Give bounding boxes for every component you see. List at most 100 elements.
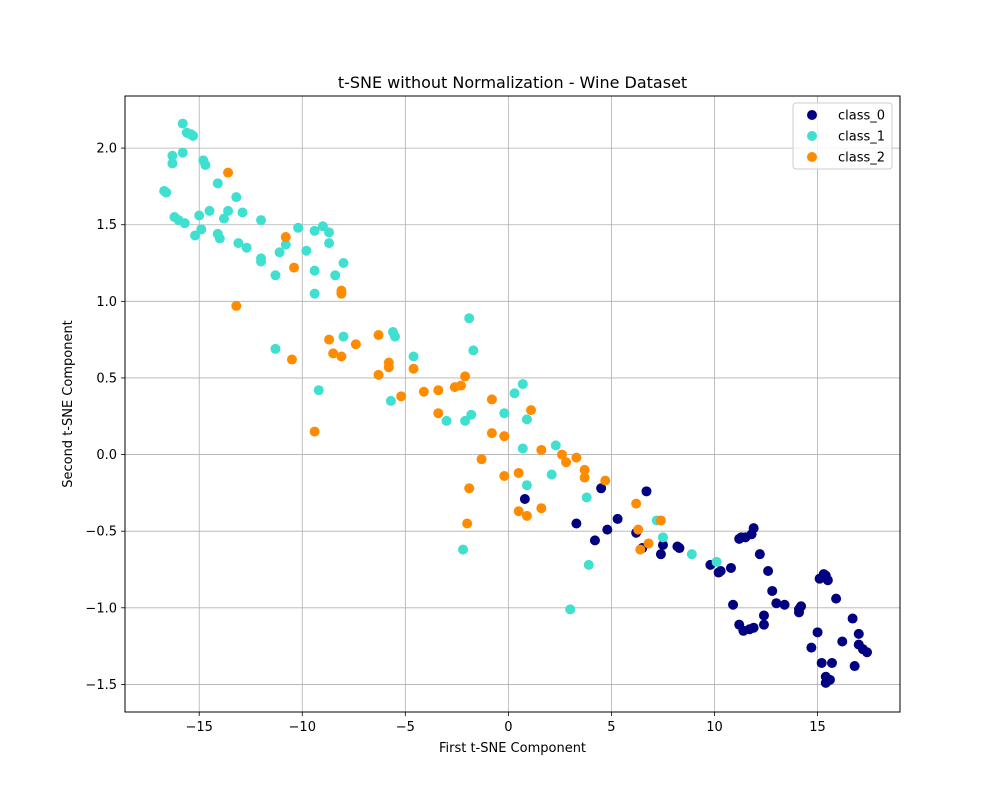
data-point — [816, 657, 827, 668]
legend-marker — [807, 110, 817, 120]
data-point — [763, 566, 774, 577]
plot-frame — [124, 95, 901, 713]
data-point — [293, 222, 304, 233]
y-axis-ticks: −1.5 −1.0 −0.5 0.0 0.5 1.0 1.5 2.0 — [85, 142, 125, 693]
data-point — [758, 619, 769, 630]
data-point — [579, 472, 590, 483]
data-point — [336, 351, 347, 362]
data-point — [200, 159, 211, 170]
y-tick-label: −1.5 — [85, 678, 117, 693]
data-point — [458, 544, 469, 555]
x-tick-label: 15 — [809, 720, 826, 735]
data-point — [350, 339, 361, 350]
data-point — [309, 426, 320, 437]
chart-title: t-SNE without Normalization - Wine Datas… — [338, 73, 687, 92]
y-tick-label: 0.0 — [96, 448, 117, 463]
data-point — [280, 231, 291, 242]
data-point — [686, 549, 697, 560]
data-point — [643, 538, 654, 549]
legend: class_0 class_1 class_2 — [792, 102, 893, 170]
data-point — [779, 599, 790, 610]
data-point — [583, 559, 594, 570]
data-point — [561, 457, 572, 468]
data-point — [408, 351, 419, 362]
data-point — [179, 218, 190, 229]
data-point — [212, 178, 223, 189]
data-point — [460, 371, 471, 382]
data-point — [612, 513, 623, 524]
data-point — [385, 395, 396, 406]
data-point — [521, 414, 532, 425]
data-point — [256, 256, 267, 267]
data-point — [330, 270, 341, 281]
data-point — [231, 300, 242, 311]
data-point — [190, 230, 201, 241]
data-point — [196, 224, 207, 235]
data-point — [519, 494, 530, 505]
x-tick-label: 10 — [706, 720, 723, 735]
data-point — [837, 636, 848, 647]
data-point — [188, 130, 199, 141]
data-point — [270, 270, 281, 281]
data-point — [464, 313, 475, 324]
data-point — [771, 598, 782, 609]
data-point — [161, 187, 172, 198]
data-point — [536, 444, 547, 455]
data-point — [433, 385, 444, 396]
data-point — [223, 167, 234, 178]
data-point — [600, 475, 611, 486]
data-point — [725, 562, 736, 573]
data-point — [748, 622, 759, 633]
data-point — [167, 158, 178, 169]
data-point — [853, 628, 864, 639]
data-point — [324, 227, 335, 238]
data-point — [309, 288, 320, 299]
data-point — [433, 408, 444, 419]
data-point — [521, 510, 532, 521]
data-point — [657, 539, 668, 550]
legend-box — [792, 102, 893, 170]
y-tick-label: 1.5 — [96, 218, 117, 233]
data-point — [517, 443, 528, 454]
data-point — [204, 205, 215, 216]
x-tick-label: −15 — [185, 720, 212, 735]
x-tick-label: −5 — [396, 720, 415, 735]
data-point — [486, 428, 497, 439]
data-point — [194, 210, 205, 221]
data-point — [847, 613, 858, 624]
data-point — [509, 388, 520, 399]
data-point — [309, 265, 320, 276]
data-point — [728, 599, 739, 610]
data-point — [373, 330, 384, 341]
data-point — [274, 247, 285, 258]
y-axis-label: Second t-SNE Component — [61, 320, 76, 488]
data-point — [313, 385, 324, 396]
data-point — [571, 518, 582, 529]
data-point — [546, 469, 557, 480]
data-point — [812, 627, 823, 638]
data-point — [796, 601, 807, 612]
legend-marker — [807, 152, 817, 162]
data-point — [324, 238, 335, 249]
series-class-0 — [519, 483, 873, 688]
data-point — [715, 566, 726, 577]
data-point — [167, 150, 178, 161]
data-point — [517, 379, 528, 390]
data-point — [396, 391, 407, 402]
data-point — [462, 518, 473, 529]
x-tick-label: 0 — [504, 720, 512, 735]
data-point — [241, 242, 252, 253]
grid-lines — [125, 96, 900, 712]
data-point — [521, 480, 532, 491]
data-point — [556, 449, 567, 460]
data-point — [373, 369, 384, 380]
data-point — [177, 118, 188, 129]
x-axis-label: First t-SNE Component — [439, 741, 586, 756]
data-point — [233, 238, 244, 249]
data-point — [822, 575, 833, 586]
data-point — [460, 415, 471, 426]
data-point — [602, 524, 613, 535]
data-point — [655, 549, 666, 560]
data-point — [655, 515, 666, 526]
data-point — [657, 532, 668, 543]
